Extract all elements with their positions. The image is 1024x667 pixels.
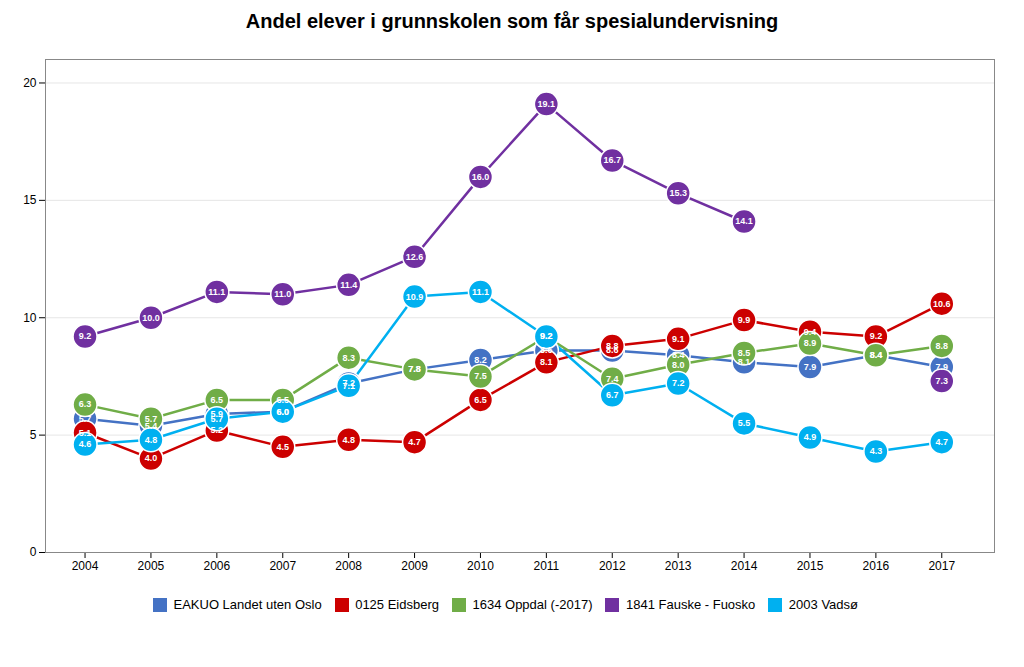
svg-text:2014: 2014 <box>731 559 758 573</box>
svg-text:14.1: 14.1 <box>735 216 753 226</box>
svg-text:8.4: 8.4 <box>870 350 883 360</box>
svg-text:2015: 2015 <box>797 559 824 573</box>
svg-text:5.7: 5.7 <box>79 414 92 424</box>
svg-text:8.8: 8.8 <box>936 341 949 351</box>
svg-text:5.7: 5.7 <box>145 414 158 424</box>
svg-text:10.6: 10.6 <box>933 299 951 309</box>
svg-text:9.2: 9.2 <box>540 331 553 341</box>
svg-text:6.5: 6.5 <box>474 395 487 405</box>
svg-text:7.9: 7.9 <box>936 362 949 372</box>
svg-text:7.3: 7.3 <box>936 376 949 386</box>
svg-text:6.0: 6.0 <box>276 407 289 417</box>
svg-text:11.1: 11.1 <box>472 287 489 297</box>
svg-text:11.4: 11.4 <box>340 280 357 290</box>
svg-text:6.0: 6.0 <box>276 407 289 417</box>
svg-text:11.1: 11.1 <box>208 287 225 297</box>
svg-text:4.5: 4.5 <box>276 442 289 452</box>
svg-text:8.6: 8.6 <box>540 345 553 355</box>
svg-text:12.6: 12.6 <box>406 252 424 262</box>
svg-text:2011: 2011 <box>533 559 559 573</box>
svg-text:9.2: 9.2 <box>870 331 883 341</box>
svg-text:10.9: 10.9 <box>406 291 424 301</box>
svg-text:7.2: 7.2 <box>672 378 685 388</box>
svg-text:9.9: 9.9 <box>738 315 751 325</box>
svg-text:8.4: 8.4 <box>870 350 883 360</box>
svg-text:9.2: 9.2 <box>540 331 553 341</box>
svg-text:2012: 2012 <box>599 559 626 573</box>
svg-text:8.8: 8.8 <box>606 341 619 351</box>
svg-text:10.0: 10.0 <box>142 313 160 323</box>
svg-text:4.8: 4.8 <box>342 435 355 445</box>
svg-text:11.0: 11.0 <box>274 289 291 299</box>
svg-text:4.7: 4.7 <box>408 437 421 447</box>
html-text:0125 Eidsberg: 0125 Eidsberg <box>355 597 439 612</box>
svg-text:20: 20 <box>23 76 37 90</box>
svg-text:7.4: 7.4 <box>606 374 619 384</box>
svg-text:0: 0 <box>30 545 37 559</box>
svg-text:4.3: 4.3 <box>870 446 883 456</box>
svg-text:2017: 2017 <box>928 559 955 573</box>
svg-text:2006: 2006 <box>203 559 230 573</box>
svg-text:2010: 2010 <box>467 559 494 573</box>
svg-text:5.1: 5.1 <box>79 428 92 438</box>
svg-text:4.6: 4.6 <box>79 439 92 449</box>
svg-text:8.9: 8.9 <box>804 338 817 348</box>
html-text:2003 Vadsø: 2003 Vadsø <box>788 597 858 612</box>
svg-text:7.8: 7.8 <box>408 364 421 374</box>
svg-text:8.4: 8.4 <box>671 350 685 361</box>
html-text:1634 Oppdal (-2017): 1634 Oppdal (-2017) <box>472 597 593 612</box>
svg-text:8.1: 8.1 <box>738 357 751 367</box>
svg-text:5.5: 5.5 <box>738 418 751 428</box>
svg-text:15.3: 15.3 <box>669 188 687 198</box>
svg-text:6.5: 6.5 <box>211 395 224 405</box>
svg-text:8.3: 8.3 <box>342 353 355 363</box>
svg-text:5.7: 5.7 <box>211 414 224 424</box>
svg-text:5: 5 <box>30 428 37 442</box>
svg-text:2009: 2009 <box>401 559 428 573</box>
svg-text:9.1: 9.1 <box>672 334 685 344</box>
svg-text:4.9: 4.9 <box>804 432 817 442</box>
svg-text:8.5: 8.5 <box>738 348 751 358</box>
svg-text:4.8: 4.8 <box>145 435 158 445</box>
svg-text:16.7: 16.7 <box>603 155 621 165</box>
html-text:Andel elever i grunnskolen som: Andel elever i grunnskolen som får spesi… <box>245 10 779 32</box>
html-text:EAKUO Landet uten Oslo: EAKUO Landet uten Oslo <box>173 597 322 612</box>
svg-text:9.2: 9.2 <box>79 331 92 341</box>
svg-text:7.1: 7.1 <box>342 381 355 391</box>
svg-text:6.5: 6.5 <box>276 395 289 405</box>
svg-text:8.1: 8.1 <box>540 357 553 367</box>
svg-text:9.4: 9.4 <box>804 327 817 337</box>
svg-text:2007: 2007 <box>269 559 296 573</box>
svg-text:19.1: 19.1 <box>538 99 556 109</box>
svg-text:8.0: 8.0 <box>672 360 685 370</box>
svg-text:16.0: 16.0 <box>472 172 490 182</box>
svg-text:2005: 2005 <box>138 559 165 573</box>
html-text:1841 Fauske - Fuosko: 1841 Fauske - Fuosko <box>626 597 756 612</box>
svg-text:2004: 2004 <box>72 559 99 573</box>
svg-text:7.8: 7.8 <box>408 364 421 374</box>
svg-text:6.3: 6.3 <box>79 399 92 409</box>
svg-text:2013: 2013 <box>665 559 692 573</box>
svg-text:10: 10 <box>23 311 37 325</box>
svg-text:6.7: 6.7 <box>606 390 619 400</box>
svg-text:7.5: 7.5 <box>474 371 487 381</box>
svg-text:8.2: 8.2 <box>474 355 487 365</box>
svg-text:7.9: 7.9 <box>804 362 817 372</box>
svg-text:2008: 2008 <box>335 559 362 573</box>
svg-text:2016: 2016 <box>863 559 890 573</box>
svg-text:4.0: 4.0 <box>145 453 158 463</box>
svg-text:5.4: 5.4 <box>144 420 158 431</box>
svg-text:15: 15 <box>23 193 37 207</box>
svg-text:4.7: 4.7 <box>936 437 949 447</box>
svg-text:5.2: 5.2 <box>211 425 224 435</box>
